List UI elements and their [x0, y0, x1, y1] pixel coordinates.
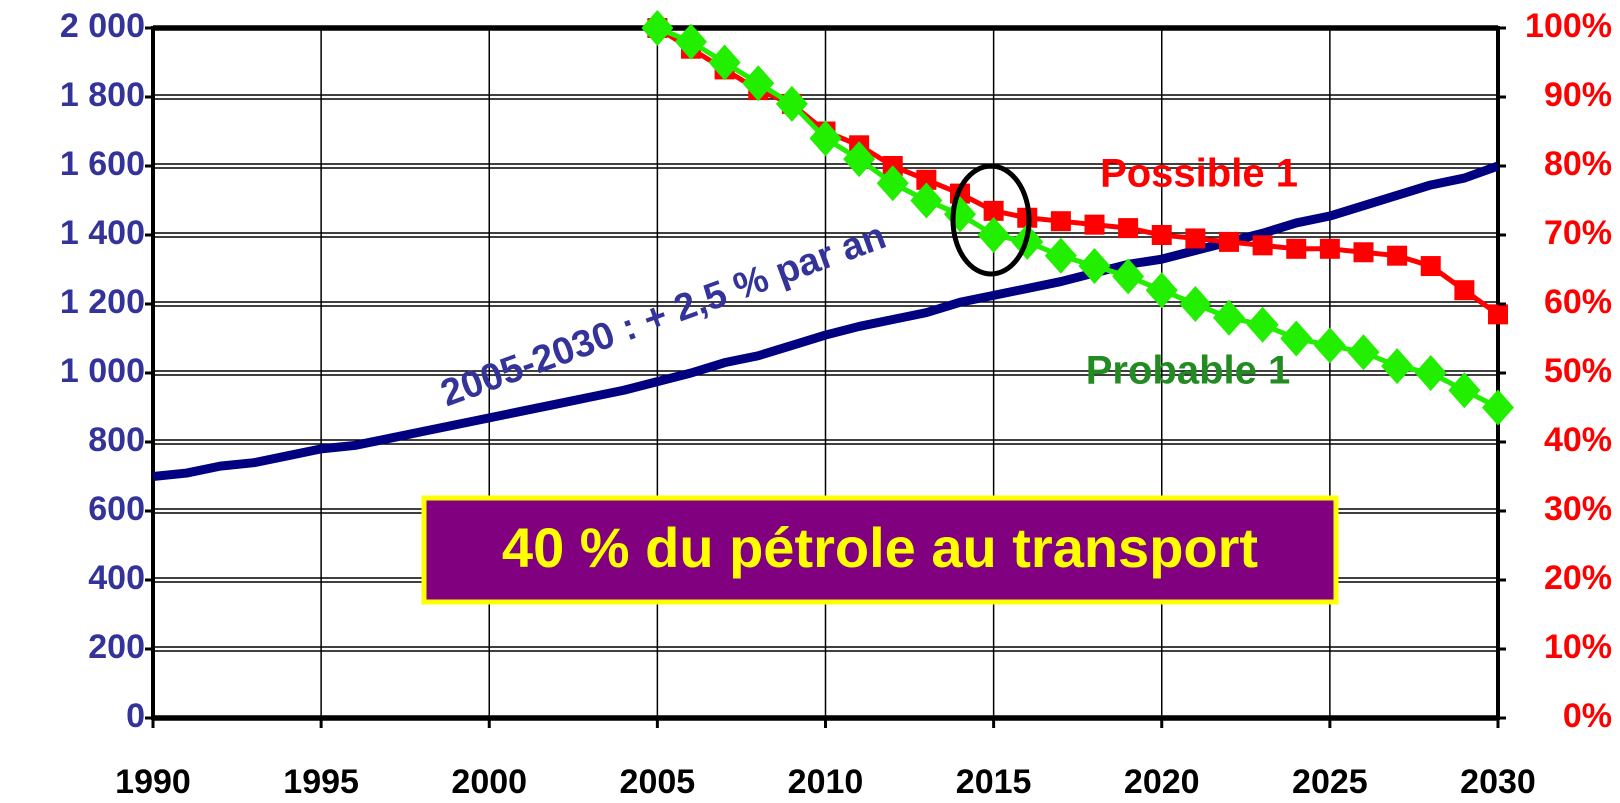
marker	[910, 182, 943, 219]
series-marks	[152, 10, 1514, 481]
marker	[1145, 272, 1178, 309]
y2-tick-label: 90%	[1544, 76, 1612, 114]
marker	[1185, 228, 1206, 249]
y2-tick-label: 60%	[1544, 283, 1612, 321]
y2-tick-label: 30%	[1544, 490, 1612, 528]
y2-tick-label: 40%	[1544, 421, 1612, 459]
marker	[1381, 348, 1414, 385]
y-tick-label: 1 800	[60, 76, 145, 114]
marker	[775, 85, 808, 122]
series-label: Probable 1	[1086, 349, 1291, 393]
marker	[1118, 218, 1139, 239]
x-tick-label: 2025	[1292, 763, 1368, 801]
marker	[1286, 238, 1307, 259]
marker	[1252, 235, 1273, 256]
growth-annotation: 2005-2030 : + 2,5 % par an	[435, 215, 891, 415]
marker	[1387, 245, 1408, 266]
x-tick-label: 1990	[115, 763, 191, 801]
y-tick-label: 800	[88, 421, 145, 459]
y-tick-label: 400	[88, 559, 145, 597]
x-tick-label: 2020	[1124, 763, 1200, 801]
marker	[1084, 214, 1105, 235]
marker	[1313, 327, 1346, 364]
series-line	[152, 161, 1500, 481]
marker	[1448, 372, 1481, 409]
y-tick-label: 200	[88, 628, 145, 666]
marker	[843, 141, 876, 178]
marker	[1454, 280, 1475, 301]
x-tick-label: 2000	[451, 763, 527, 801]
marker	[1488, 304, 1508, 325]
marker	[1179, 286, 1212, 322]
y2-tick-label: 20%	[1544, 559, 1612, 597]
y-tick-label: 2 000	[60, 7, 145, 45]
marker	[977, 217, 1010, 253]
marker	[1044, 237, 1077, 274]
marker	[1482, 389, 1514, 426]
y2-tick-label: 70%	[1544, 214, 1612, 252]
y2-tick-label: 80%	[1544, 145, 1612, 183]
y-tick-label: 1 000	[60, 352, 145, 390]
y-tick-label: 0	[126, 697, 145, 735]
marker	[916, 169, 937, 190]
marker	[1050, 211, 1071, 232]
marker	[1219, 231, 1239, 252]
y2-tick-label: 50%	[1544, 352, 1612, 390]
y-tick-label: 1 600	[60, 145, 145, 183]
y2-tick-label: 0%	[1563, 697, 1612, 735]
marker	[742, 65, 775, 102]
box-annotation: 40 % du pétrole au transport	[502, 516, 1258, 579]
marker	[1420, 256, 1441, 277]
annotation-box	[421, 495, 1339, 605]
marker	[1246, 306, 1279, 343]
x-tick-label: 1995	[283, 763, 359, 801]
marker	[876, 165, 909, 202]
series-label: Possible 1	[1100, 152, 1298, 196]
marker	[675, 23, 707, 60]
marker	[708, 44, 741, 81]
marker	[1078, 248, 1111, 285]
x-tick-label: 2030	[1460, 763, 1536, 801]
y-tick-label: 1 200	[60, 283, 145, 321]
marker	[641, 10, 674, 46]
marker	[1353, 242, 1374, 263]
marker	[809, 120, 842, 157]
marker	[1347, 334, 1380, 371]
y2-tick-label: 10%	[1544, 628, 1612, 666]
y-tick-label: 1 400	[60, 214, 145, 252]
marker	[1414, 355, 1447, 391]
y-tick-label: 600	[88, 490, 145, 528]
marker	[1151, 225, 1172, 245]
x-tick-label: 2010	[788, 763, 864, 801]
highlight-ellipse	[950, 163, 1032, 277]
marker	[1280, 320, 1313, 357]
x-tick-label: 2005	[620, 763, 696, 801]
marker	[1112, 258, 1145, 295]
marker	[983, 200, 1004, 221]
marker	[1319, 238, 1340, 259]
marker	[1213, 299, 1245, 336]
y2-tick-label: 100%	[1525, 7, 1612, 45]
x-tick-label: 2015	[956, 763, 1032, 801]
